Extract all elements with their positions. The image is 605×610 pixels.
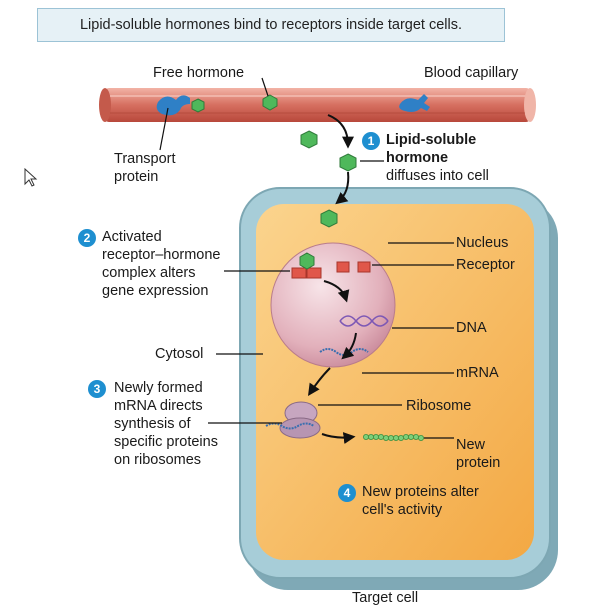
step-1-badge: 1 [362,132,380,150]
free-hormone-icon [262,94,278,111]
transport-protein-empty-icon [399,94,430,112]
process-arrows [308,114,357,444]
step-2-label-line1: Activated [102,229,162,245]
hormone-diffusing-icon [339,153,357,172]
mouse-pointer-icon [24,168,38,187]
receptor-icon [336,261,371,273]
dna-icon [339,315,389,327]
step-1-label-line3: diffuses into cell [386,168,489,184]
nucleus [270,242,396,368]
step-3-label-line5: on ribosomes [114,452,202,468]
dna-label: DNA [456,320,487,336]
free-hormone-label: Free hormone [153,65,245,81]
step-2-label-line2: receptor–hormone [102,247,221,263]
transport-protein-label-line1: Transport [114,151,176,167]
leader-lines [159,77,454,439]
new-protein-label-line2: protein [456,455,501,471]
receptor-label: Receptor [456,257,515,273]
step-4-badge: 4 [338,484,356,502]
step-1-label-line1: Lipid-soluble [386,132,477,148]
caption-box: Lipid-soluble hormones bind to receptors… [37,8,505,42]
new-protein-label-line1: New [456,437,486,453]
transport-protein-label-line2: protein [114,169,159,185]
blood-capillary-label: Blood capillary [424,65,519,81]
ribosome-label: Ribosome [406,398,472,414]
new-protein-icon [362,433,424,441]
target-cell [239,187,558,590]
hormone-icon [300,130,318,149]
step-1-label-line2: hormone [386,150,449,166]
mrna-label: mRNA [456,365,499,381]
step-4-label-line2: cell's activity [362,502,443,518]
target-cell-label: Target cell [352,590,419,606]
step-4-label-line1: New proteins alter [362,484,479,500]
step-3-badge: 3 [88,380,106,398]
cytosol-label: Cytosol [155,346,204,362]
step-2-label-line3: complex alters [102,265,196,281]
hormone-in-cell-icon [320,209,338,228]
receptor-hormone-complex-icon [291,252,322,279]
step-3-label-line1: Newly formed [114,380,203,396]
step-2-label-line4: gene expression [102,283,209,299]
nucleus-label: Nucleus [456,235,509,251]
caption-text: Lipid-soluble hormones bind to receptors… [79,17,463,33]
ribosome-icon [265,401,321,439]
transport-protein-icon [156,95,205,116]
step-3-label-line3: synthesis of [114,416,191,432]
step-3-label-line2: mRNA directs [114,398,203,414]
step-2-badge: 2 [78,229,96,247]
step-3-label-line4: specific proteins [114,434,218,450]
